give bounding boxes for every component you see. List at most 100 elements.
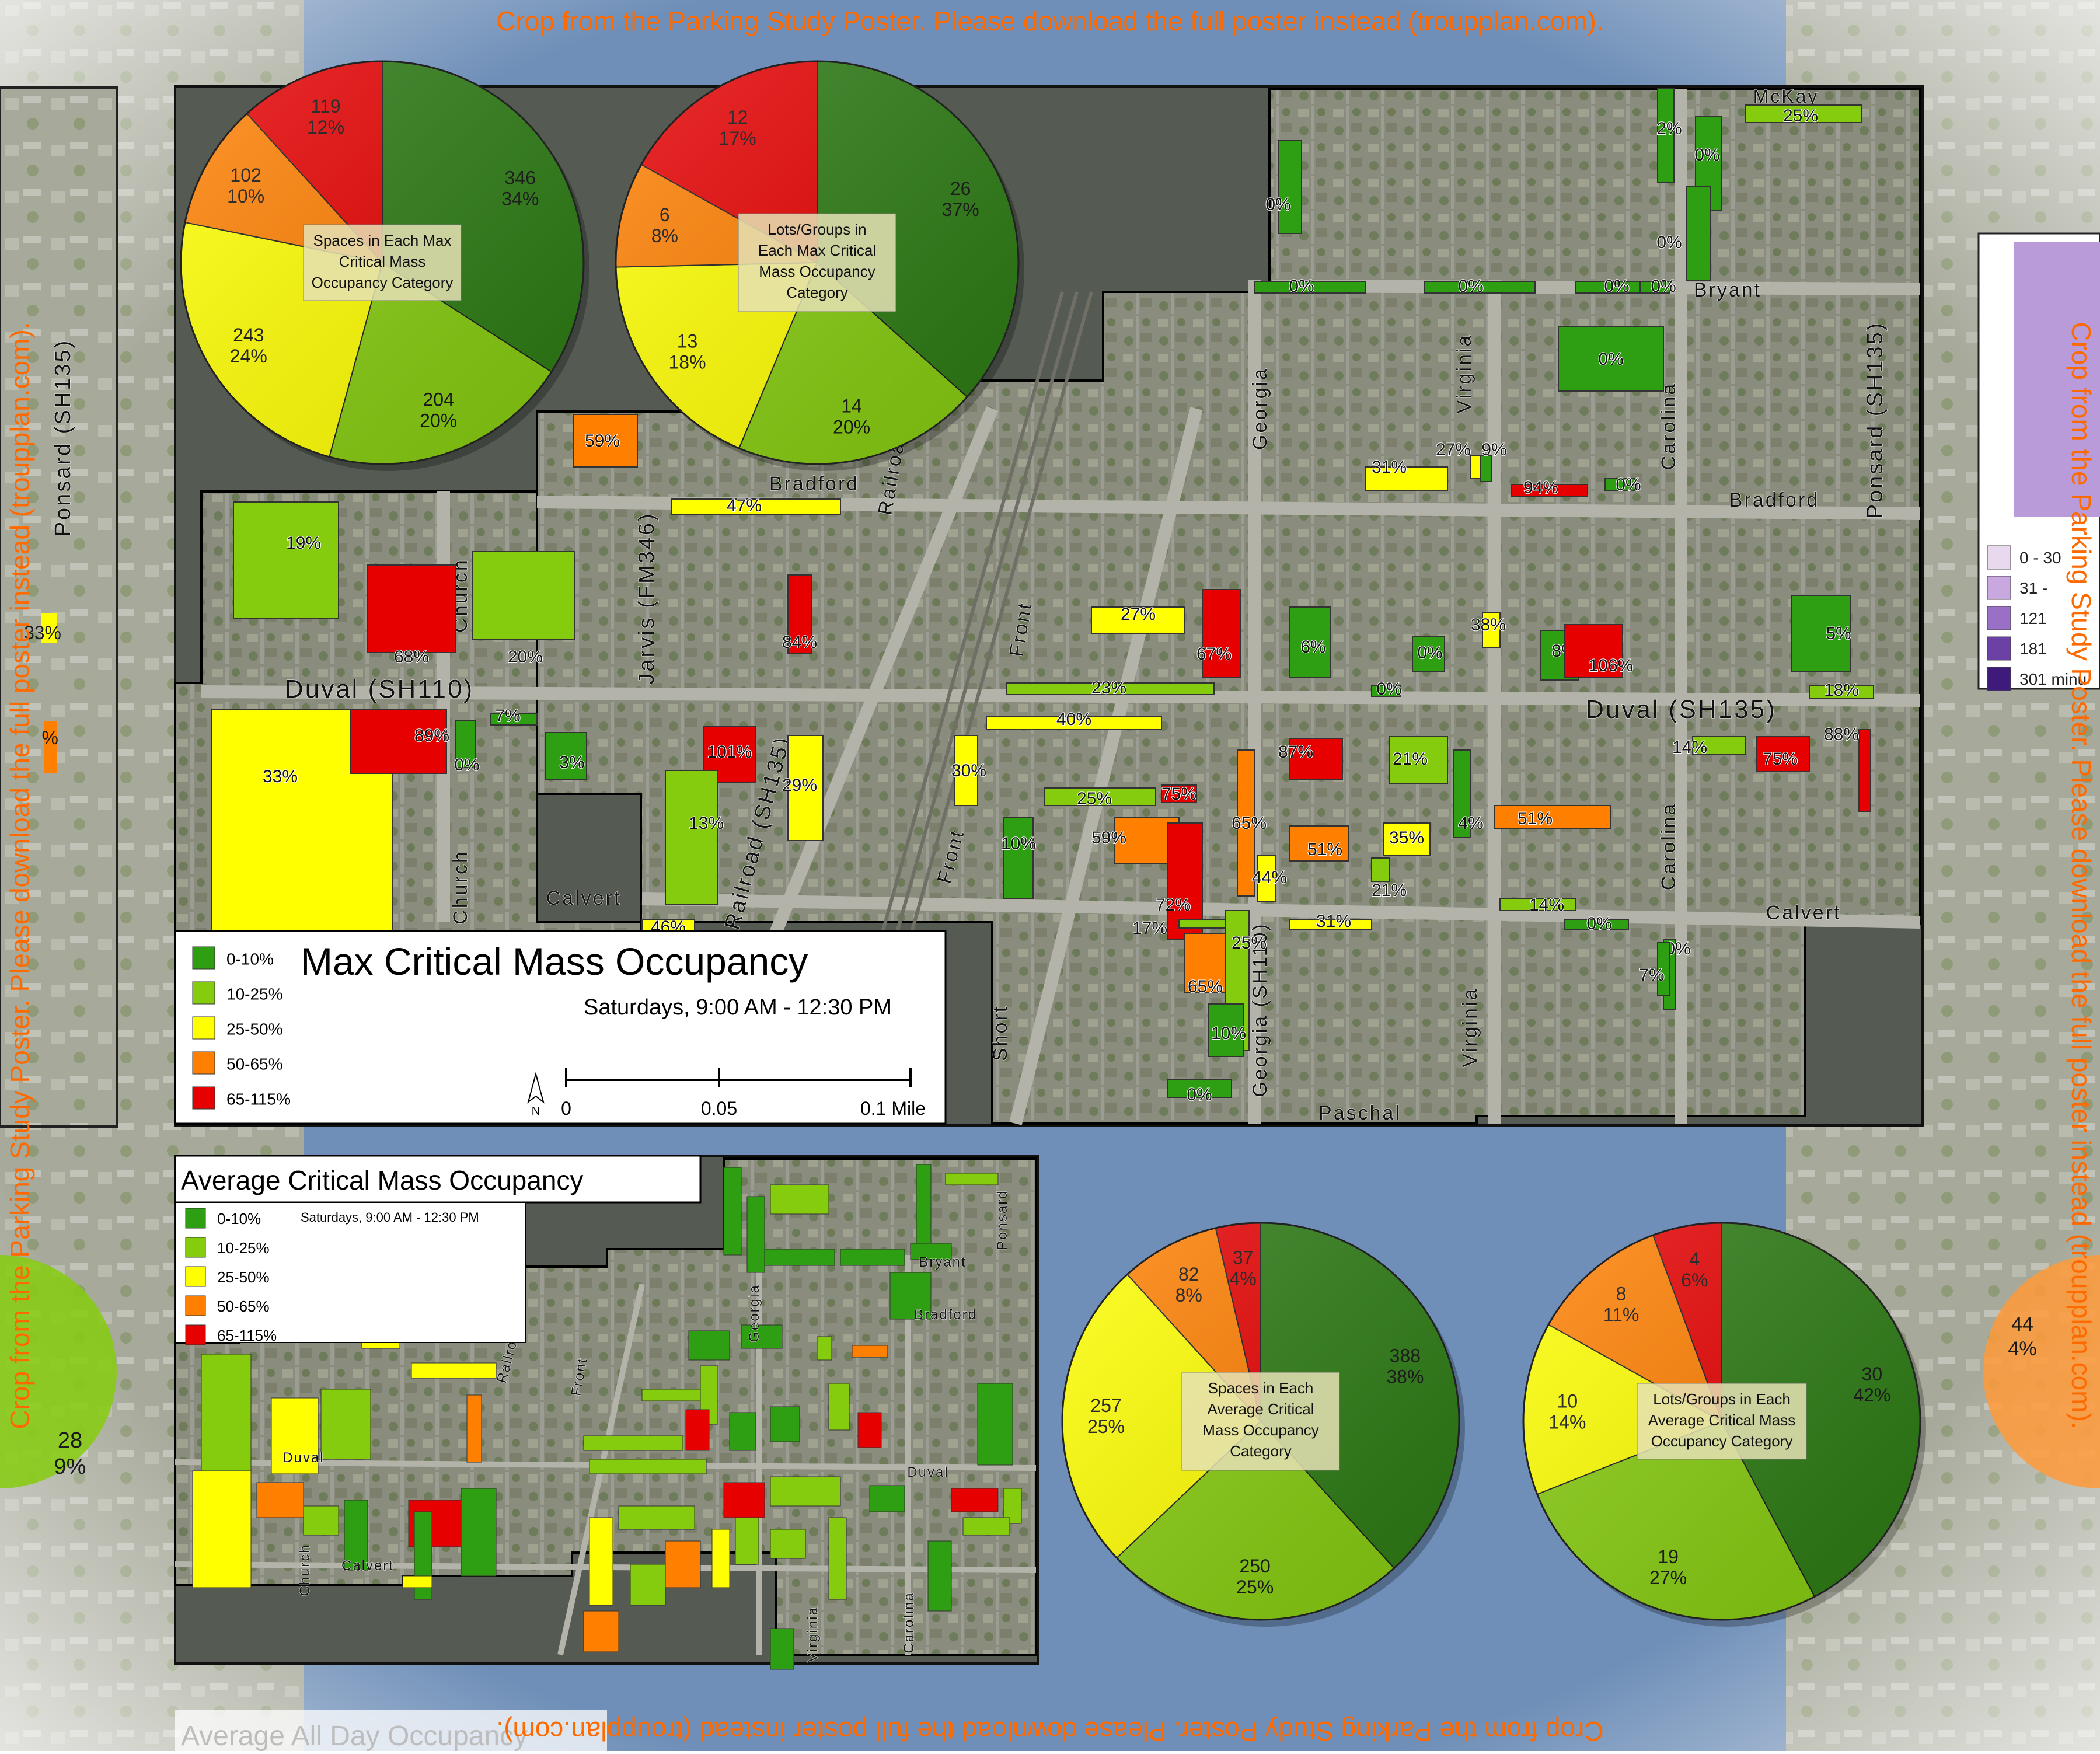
avg-street-label: Bradford — [914, 1307, 977, 1323]
parking-lot — [1289, 606, 1331, 678]
legend-swatch — [185, 1208, 206, 1229]
lot-occupancy-label: 0% — [1289, 277, 1314, 296]
lot-occupancy-label: 21% — [1393, 749, 1428, 769]
lot-occupancy-label: 0% — [1187, 1085, 1212, 1104]
avg-parking-lot — [402, 1575, 432, 1588]
lot-occupancy-label: 4% — [1458, 814, 1483, 833]
legend-label: 25-50% — [226, 1020, 283, 1038]
avg-parking-lot — [927, 1540, 952, 1612]
avg-parking-lot — [688, 1330, 730, 1361]
parking-lot — [1006, 682, 1215, 695]
avg-map-legend: 0-10% 10-25% 25-50% 50-65% 65-115% — [185, 1208, 277, 1345]
avg-parking-lot — [344, 1500, 368, 1571]
avg-parking-lot — [741, 1324, 783, 1349]
avg-street-label: Duval — [907, 1464, 948, 1480]
lot-occupancy-label: 0% — [1598, 350, 1623, 369]
lot-occupancy-label: 38% — [1471, 615, 1506, 634]
avg-parking-lot — [711, 1529, 730, 1588]
left-cut-lot — [41, 613, 57, 643]
avg-parking-lot — [857, 1412, 882, 1448]
lot-occupancy-label: 0% — [1616, 475, 1641, 494]
parking-lot — [1604, 478, 1635, 491]
avg-parking-lot — [910, 1243, 952, 1260]
lot-occupancy-label: 27% — [1436, 440, 1471, 459]
avg-parking-lot — [665, 1540, 701, 1588]
avg-parking-lot — [828, 1517, 847, 1600]
parking-lot — [1858, 729, 1871, 812]
lot-occupancy-label: 7% — [1639, 965, 1664, 985]
parking-lot — [1161, 784, 1197, 803]
parking-lot — [472, 551, 575, 640]
parking-lot — [1499, 898, 1576, 911]
lot-occupancy-label: 0% — [1604, 277, 1629, 296]
parking-lot — [1289, 919, 1372, 930]
avg-parking-lot — [201, 1354, 252, 1471]
avg-parking-lot — [735, 1517, 759, 1565]
parking-lot — [1564, 919, 1629, 930]
banner-right: Crop from the Parking Study Poster. Plea… — [2066, 322, 2096, 1429]
scale-bar: 0 0.05 0.1 Mile — [561, 1068, 926, 1119]
legend-label: 50-65% — [217, 1298, 270, 1315]
parking-lot — [1371, 685, 1401, 697]
avg-street-label: Calvert — [341, 1558, 394, 1574]
parking-lot — [1809, 685, 1874, 699]
legend-swatch — [185, 1266, 206, 1287]
parking-lot — [1480, 455, 1492, 482]
lot-occupancy-label: 17% — [1132, 919, 1167, 938]
right-cut-pie-pct: 4% — [2008, 1338, 2036, 1360]
lot-occupancy-label: 51% — [1518, 809, 1553, 828]
street-label: Duval (SH135) — [1585, 695, 1777, 724]
lot-occupancy-label: 27% — [1121, 605, 1156, 624]
street-label: Calvert — [546, 887, 622, 909]
street-label: Bryant — [1694, 279, 1761, 301]
lot-occupancy-label: 23% — [1091, 678, 1126, 698]
avg-parking-lot — [589, 1517, 613, 1606]
lot-occupancy-label: 25% — [1077, 789, 1112, 808]
lot-occupancy-label: 47% — [727, 496, 762, 515]
lot-occupancy-label: 40% — [1056, 710, 1091, 729]
right-cut-legend: 0 - 30 31 - 121 181 301 minu — [1987, 545, 2087, 691]
avg-parking-lot — [723, 1482, 765, 1518]
right-legend-label: 0 - 30 — [2019, 549, 2061, 567]
avg-parking-lot — [583, 1610, 619, 1652]
legend-label: 0-10% — [226, 950, 274, 968]
avg-street-label: Duval — [282, 1450, 324, 1466]
left-cut-pie-value: 28 — [58, 1428, 82, 1453]
right-legend-swatch — [1987, 606, 2011, 630]
pie-center-label-box — [303, 224, 462, 301]
parking-lot — [1482, 612, 1501, 648]
right-legend-label: 301 minu — [2019, 670, 2087, 688]
lot-occupancy-label: 19% — [286, 533, 321, 553]
legend-label: 10-25% — [217, 1239, 270, 1257]
parking-lot — [367, 564, 456, 653]
lot-occupancy-label: 10% — [1211, 1024, 1246, 1043]
parking-lot — [787, 735, 824, 841]
lot-occupancy-label: 65% — [1188, 977, 1223, 996]
lot-occupancy-label: 31% — [1372, 458, 1407, 477]
avg-parking-lot — [962, 1517, 1010, 1536]
parking-lot — [233, 501, 339, 619]
legend-swatch — [185, 1324, 206, 1345]
parking-lot — [1756, 736, 1810, 772]
avg-parking-lot — [852, 1345, 888, 1358]
lot-occupancy-label: 14% — [1529, 895, 1564, 915]
avg-parking-lot — [589, 1459, 707, 1474]
avg-pie-charts: 38838%25025%25725%828%374%Spaces in Each… — [1061, 1222, 1926, 1627]
legend-label: 50-65% — [226, 1055, 283, 1073]
lot-occupancy-label: 25% — [1232, 933, 1267, 953]
legend-swatch — [192, 1016, 215, 1040]
north-arrow-letter: N — [532, 1105, 540, 1118]
street-label: Carolina — [1658, 382, 1680, 470]
street-label: Virginia — [1453, 334, 1475, 414]
avg-parking-lot — [466, 1394, 482, 1463]
parking-lot — [787, 574, 812, 654]
lot-occupancy-label: 0% — [1656, 233, 1682, 252]
lot-occupancy-label: 59% — [1091, 828, 1126, 848]
pie-center-label: Lots/Groups in Each Average Critical Mass… — [1648, 1390, 1795, 1450]
right-legend-label: 121 — [2019, 609, 2047, 627]
max-map-title: Max Critical Mass Occupancy — [301, 940, 808, 983]
lot-occupancy-label: 44% — [1252, 868, 1287, 887]
street-label: Georgia (SH110) — [1249, 922, 1271, 1097]
street-label: Bradford — [769, 473, 859, 495]
